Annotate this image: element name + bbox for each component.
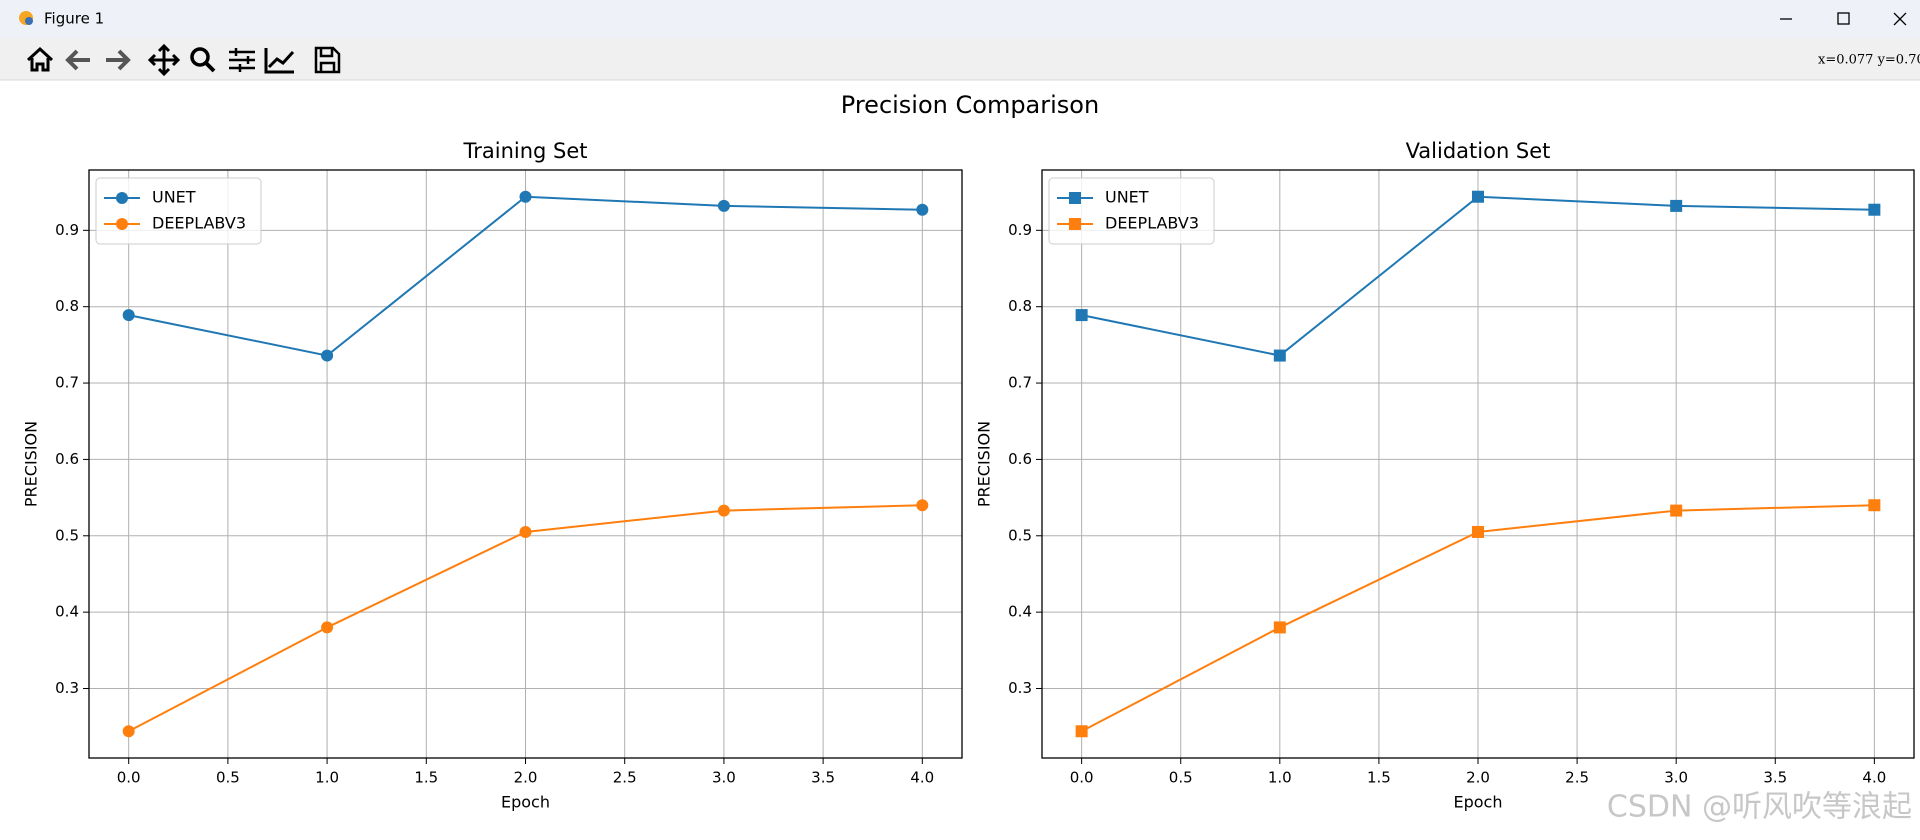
- y-tick-label: 0.9: [55, 221, 79, 239]
- watermark: CSDN @听风吹等浪起: [1607, 790, 1912, 825]
- x-tick-label: 4.0: [1862, 769, 1886, 787]
- legend-label: DEEPLABV3: [1105, 214, 1199, 233]
- legend-label: UNET: [152, 188, 196, 207]
- cursor-coords: x=0.077 y=0.70: [1818, 53, 1920, 68]
- y-axis-label: PRECISION: [975, 421, 994, 507]
- y-tick-label: 0.8: [1008, 297, 1032, 315]
- close-button[interactable]: [1893, 12, 1907, 26]
- axes-title: Validation Set: [1406, 139, 1551, 163]
- x-axis-label: Epoch: [1454, 793, 1503, 812]
- marker: [1472, 525, 1484, 538]
- y-tick-label: 0.5: [1008, 526, 1032, 544]
- window-title: Figure 1: [44, 10, 104, 28]
- x-tick-label: 2.5: [613, 769, 637, 787]
- marker: [1670, 199, 1683, 212]
- x-tick-label: 1.0: [315, 769, 339, 787]
- marker: [1868, 203, 1881, 216]
- home-button[interactable]: [26, 46, 54, 72]
- legend-marker: [116, 218, 128, 230]
- marker: [122, 725, 135, 738]
- y-tick-label: 0.6: [55, 450, 79, 468]
- legend-label: UNET: [1105, 188, 1149, 207]
- figure-title: Precision Comparison: [841, 91, 1099, 119]
- x-tick-label: 2.0: [1466, 769, 1490, 787]
- x-tick-label: 1.5: [414, 769, 438, 787]
- marker: [1075, 725, 1088, 738]
- forward-button[interactable]: [106, 49, 131, 71]
- marker: [1670, 504, 1683, 517]
- zoom-button[interactable]: [190, 47, 216, 73]
- x-tick-label: 0.0: [117, 769, 141, 787]
- app-icon: [19, 11, 33, 25]
- y-tick-label: 0.7: [1008, 374, 1032, 392]
- legend-marker: [1069, 218, 1081, 230]
- x-tick-label: 1.5: [1367, 769, 1391, 787]
- y-tick-label: 0.8: [55, 297, 79, 315]
- x-tick-label: 3.5: [1763, 769, 1787, 787]
- legend-label: DEEPLABV3: [152, 214, 246, 233]
- legend-marker: [1069, 192, 1081, 204]
- pan-button[interactable]: [147, 43, 181, 77]
- marker: [1868, 499, 1881, 512]
- x-tick-label: 4.0: [910, 769, 934, 787]
- x-tick-label: 0.5: [1169, 769, 1193, 787]
- y-tick-label: 0.4: [55, 603, 79, 621]
- marker: [1273, 349, 1286, 362]
- axes-title: Training Set: [462, 139, 587, 163]
- marker: [717, 199, 730, 212]
- x-axis-label: Epoch: [501, 793, 550, 812]
- marker: [519, 190, 532, 203]
- y-tick-label: 0.6: [1008, 450, 1032, 468]
- marker: [122, 309, 135, 322]
- back-button[interactable]: [65, 49, 90, 71]
- y-tick-label: 0.7: [55, 374, 79, 392]
- title-bar: [0, 0, 1920, 38]
- legend-box: [1048, 177, 1215, 245]
- x-tick-label: 3.0: [712, 769, 736, 787]
- marker: [519, 525, 532, 538]
- marker: [321, 349, 334, 362]
- y-axis-label: PRECISION: [22, 421, 41, 507]
- y-tick-label: 0.4: [1008, 603, 1032, 621]
- x-tick-label: 3.5: [811, 769, 835, 787]
- axes-frame: [1041, 169, 1915, 759]
- configure-button[interactable]: [229, 48, 255, 72]
- marker: [916, 203, 929, 216]
- axes-edit-button[interactable]: [264, 48, 295, 74]
- marker: [717, 504, 730, 517]
- y-tick-label: 0.3: [55, 679, 79, 697]
- x-tick-label: 0.5: [216, 769, 240, 787]
- save-button[interactable]: [314, 46, 341, 74]
- axes-frame: [88, 169, 963, 759]
- x-tick-label: 1.0: [1268, 769, 1292, 787]
- y-tick-label: 0.3: [1008, 679, 1032, 697]
- x-tick-label: 0.0: [1070, 769, 1094, 787]
- marker: [916, 499, 929, 512]
- x-tick-label: 2.0: [514, 769, 538, 787]
- x-tick-label: 3.0: [1664, 769, 1688, 787]
- marker: [1075, 309, 1088, 322]
- legend-marker: [116, 192, 128, 204]
- marker: [1273, 621, 1286, 634]
- x-tick-label: 2.5: [1565, 769, 1589, 787]
- y-tick-label: 0.9: [1008, 221, 1032, 239]
- legend-box: [95, 177, 262, 245]
- y-tick-label: 0.5: [55, 526, 79, 544]
- marker: [321, 621, 334, 634]
- marker: [1472, 190, 1484, 203]
- maximize-button[interactable]: [1837, 12, 1850, 25]
